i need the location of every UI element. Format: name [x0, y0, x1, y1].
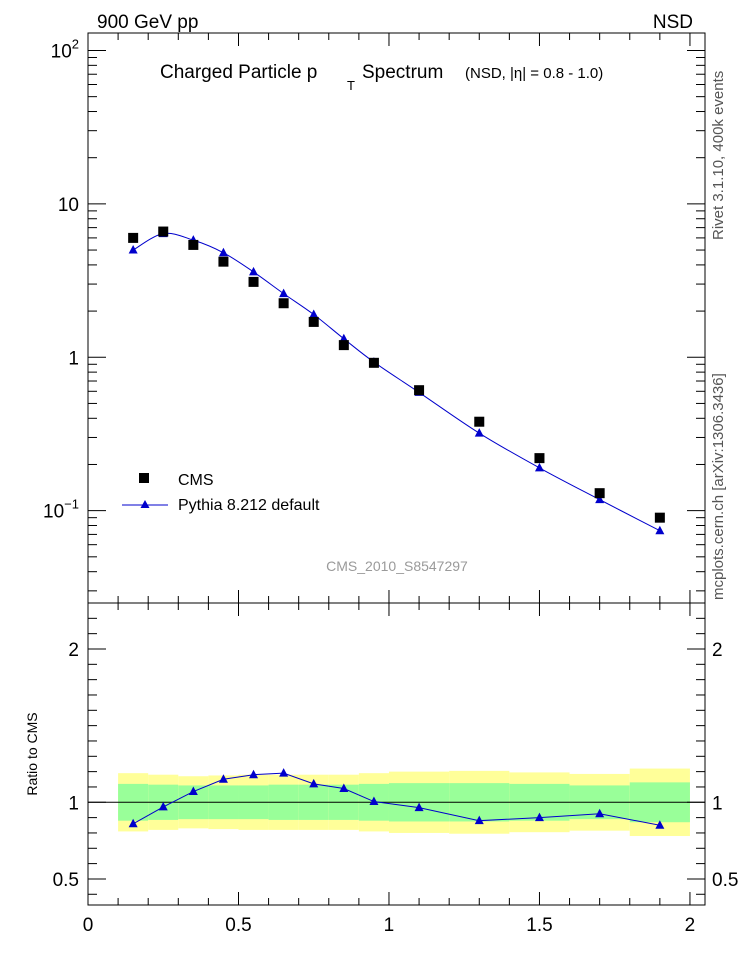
ratio-point	[309, 778, 319, 788]
x-tick-label: 2	[685, 915, 696, 936]
pythia-point	[655, 525, 665, 535]
ratio-point	[595, 808, 605, 818]
ratio-bands	[88, 768, 705, 837]
ratio-line	[132, 772, 660, 826]
axis-ticks	[87, 33, 705, 905]
ratio-point	[188, 786, 198, 796]
cms-point	[218, 256, 229, 267]
y-tick-label-main: 102	[51, 36, 79, 62]
legend-cms-marker	[139, 473, 149, 483]
ratio-point	[249, 769, 259, 779]
header-right: NSD	[653, 12, 693, 33]
chart-title-sub: T	[347, 78, 355, 93]
cms-point	[188, 239, 199, 250]
cms-point	[158, 226, 169, 237]
pythia-point	[218, 247, 228, 257]
ratio-point	[534, 812, 544, 822]
y-tick-label-ratio-left: 0.5	[53, 870, 79, 891]
legend-pythia-marker	[140, 500, 150, 508]
header-left: 900 GeV pp	[97, 12, 198, 33]
ratio-data	[128, 768, 665, 829]
y-tick-label-main: 1	[68, 348, 79, 369]
main-frame	[87, 32, 706, 604]
pythia-point	[534, 462, 544, 472]
x-tick-label: 0.5	[225, 915, 251, 936]
pythia-point	[128, 245, 138, 254]
ratio-point	[339, 783, 349, 792]
y-tick-label-ratio-right: 0.5	[712, 870, 738, 891]
main-data	[128, 226, 665, 535]
ratio-point	[655, 820, 665, 829]
x-tick-label: 0	[83, 915, 94, 936]
chart-title-rest: Spectrum	[362, 62, 443, 83]
cms-point	[128, 232, 139, 243]
chart-title: Charged Particle p	[160, 62, 317, 83]
cms-point	[474, 416, 485, 427]
side-text-top: Rivet 3.1.10, 400k events	[710, 71, 727, 240]
ratio-point	[279, 768, 289, 777]
y-tick-label-ratio-right: 2	[712, 640, 723, 661]
pythia-point	[595, 494, 605, 504]
chart-title-note: (NSD, |η| = 0.8 - 1.0)	[465, 65, 603, 82]
ratio-point	[369, 796, 379, 806]
pythia-point	[249, 266, 259, 276]
cms-point	[278, 298, 289, 309]
y-tick-label-ratio-right: 1	[712, 793, 723, 814]
cms-point	[594, 488, 605, 499]
pythia-point	[474, 428, 484, 437]
side-text-bottom: mcplots.cern.ch [arXiv:1306.3436]	[710, 373, 727, 600]
pythia-point	[309, 309, 319, 319]
y-tick-label-main: 10−1	[43, 497, 79, 523]
cms-point	[368, 357, 379, 368]
ratio-point	[218, 774, 228, 783]
y-tick-label-main: 10	[58, 195, 79, 216]
legend-pythia-label: Pythia 8.212 default	[178, 497, 320, 514]
pythia-point	[279, 288, 289, 298]
y-tick-label-ratio-left: 2	[68, 640, 79, 661]
cms-point	[654, 512, 665, 523]
ratio-point	[474, 815, 484, 825]
x-tick-label: 1	[384, 915, 395, 936]
axis-tick-labels: 0 0.5 1 1.5 2 102 10 1 10−1 2 2 1 1 0.5 0.5	[43, 36, 738, 936]
cms-point	[338, 340, 349, 351]
legend-cms-label: CMS	[178, 472, 214, 489]
ratio-frame	[87, 602, 706, 906]
chart-title-main: Charged Particle p	[160, 62, 317, 83]
x-tick-label: 1.5	[526, 915, 552, 936]
y-tick-label-ratio-left: 1	[68, 793, 79, 814]
ratio-point	[128, 818, 138, 828]
ratio-point	[158, 801, 168, 811]
cms-point	[414, 385, 425, 396]
ratio-point	[414, 802, 424, 812]
ratio-ylabel: Ratio to CMS	[24, 712, 40, 795]
cms-point	[248, 276, 259, 287]
cms-point	[534, 453, 545, 464]
watermark: CMS_2010_S8547297	[326, 558, 468, 574]
cms-point	[308, 316, 319, 327]
